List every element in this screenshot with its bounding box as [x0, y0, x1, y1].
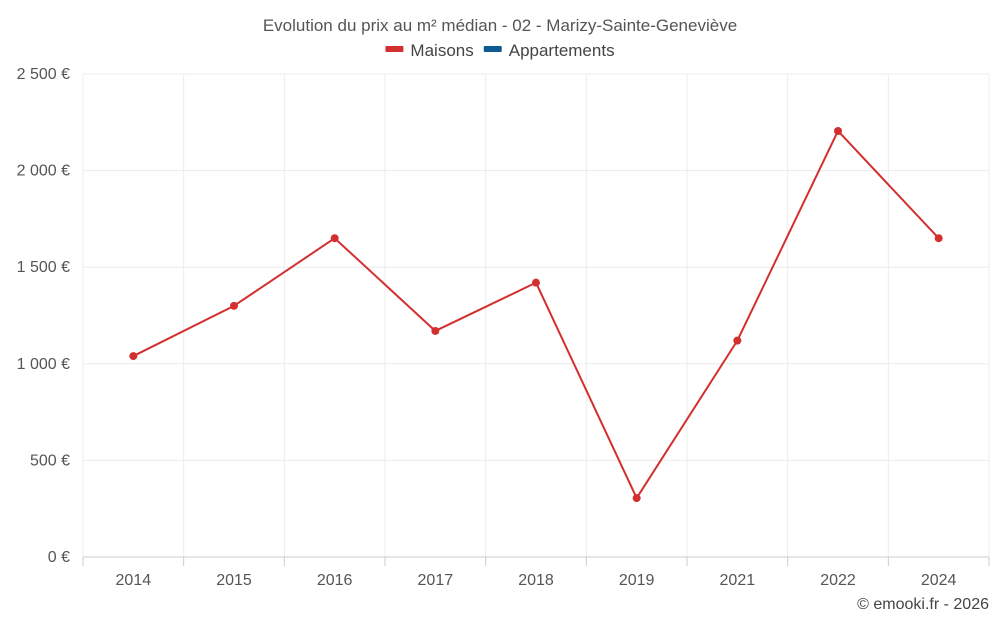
- chart-title: Evolution du prix au m² médian - 02 - Ma…: [263, 16, 737, 35]
- y-tick-label: 2 500 €: [17, 66, 70, 83]
- data-point: [934, 234, 943, 243]
- x-tick-label: 2014: [116, 572, 152, 589]
- series-layer: [129, 126, 943, 503]
- y-tick-label: 1 500 €: [17, 259, 70, 276]
- legend: Maisons Appartements: [385, 41, 615, 60]
- y-tick-label: 500 €: [30, 452, 70, 469]
- y-tick-label: 1 000 €: [17, 356, 70, 373]
- data-point: [230, 301, 238, 310]
- legend-item: Maisons: [385, 41, 474, 60]
- vertical-grid: [82, 74, 990, 557]
- legend-swatch: [385, 46, 404, 52]
- y-tick-label: 0 €: [48, 549, 70, 566]
- legend-label: Maisons: [410, 41, 473, 60]
- data-point: [733, 336, 742, 345]
- x-tick-label: 2021: [720, 572, 756, 589]
- credit-text: © emooki.fr - 2026: [857, 596, 989, 613]
- x-tick-label: 2019: [619, 572, 655, 589]
- x-tick-label: 2018: [518, 572, 554, 589]
- x-tick-label: 2015: [216, 572, 252, 589]
- y-tick-label: 2 000 €: [17, 163, 70, 180]
- data-point: [834, 126, 842, 135]
- x-axis-ticks: 2014 2015 2016 2017 2018 2019 2021 2022 2024: [82, 557, 990, 589]
- x-tick-label: 2024: [921, 572, 957, 589]
- x-tick-label: 2017: [418, 572, 454, 589]
- x-tick-label: 2016: [317, 572, 353, 589]
- series-line-maisons: [132, 129, 940, 500]
- legend-label: Appartements: [509, 41, 615, 60]
- data-point: [632, 494, 641, 503]
- data-point: [330, 234, 339, 243]
- horizontal-grid: [83, 73, 989, 558]
- data-point: [532, 278, 540, 287]
- data-point: [431, 326, 440, 335]
- legend-swatch: [483, 46, 502, 52]
- x-tick-label: 2022: [820, 572, 856, 589]
- y-axis-ticks: 0 € 500 € 1 000 € 1 500 € 2 000 € 2 500 €: [17, 66, 70, 566]
- data-point: [129, 352, 138, 361]
- legend-item: Appartements: [483, 41, 615, 60]
